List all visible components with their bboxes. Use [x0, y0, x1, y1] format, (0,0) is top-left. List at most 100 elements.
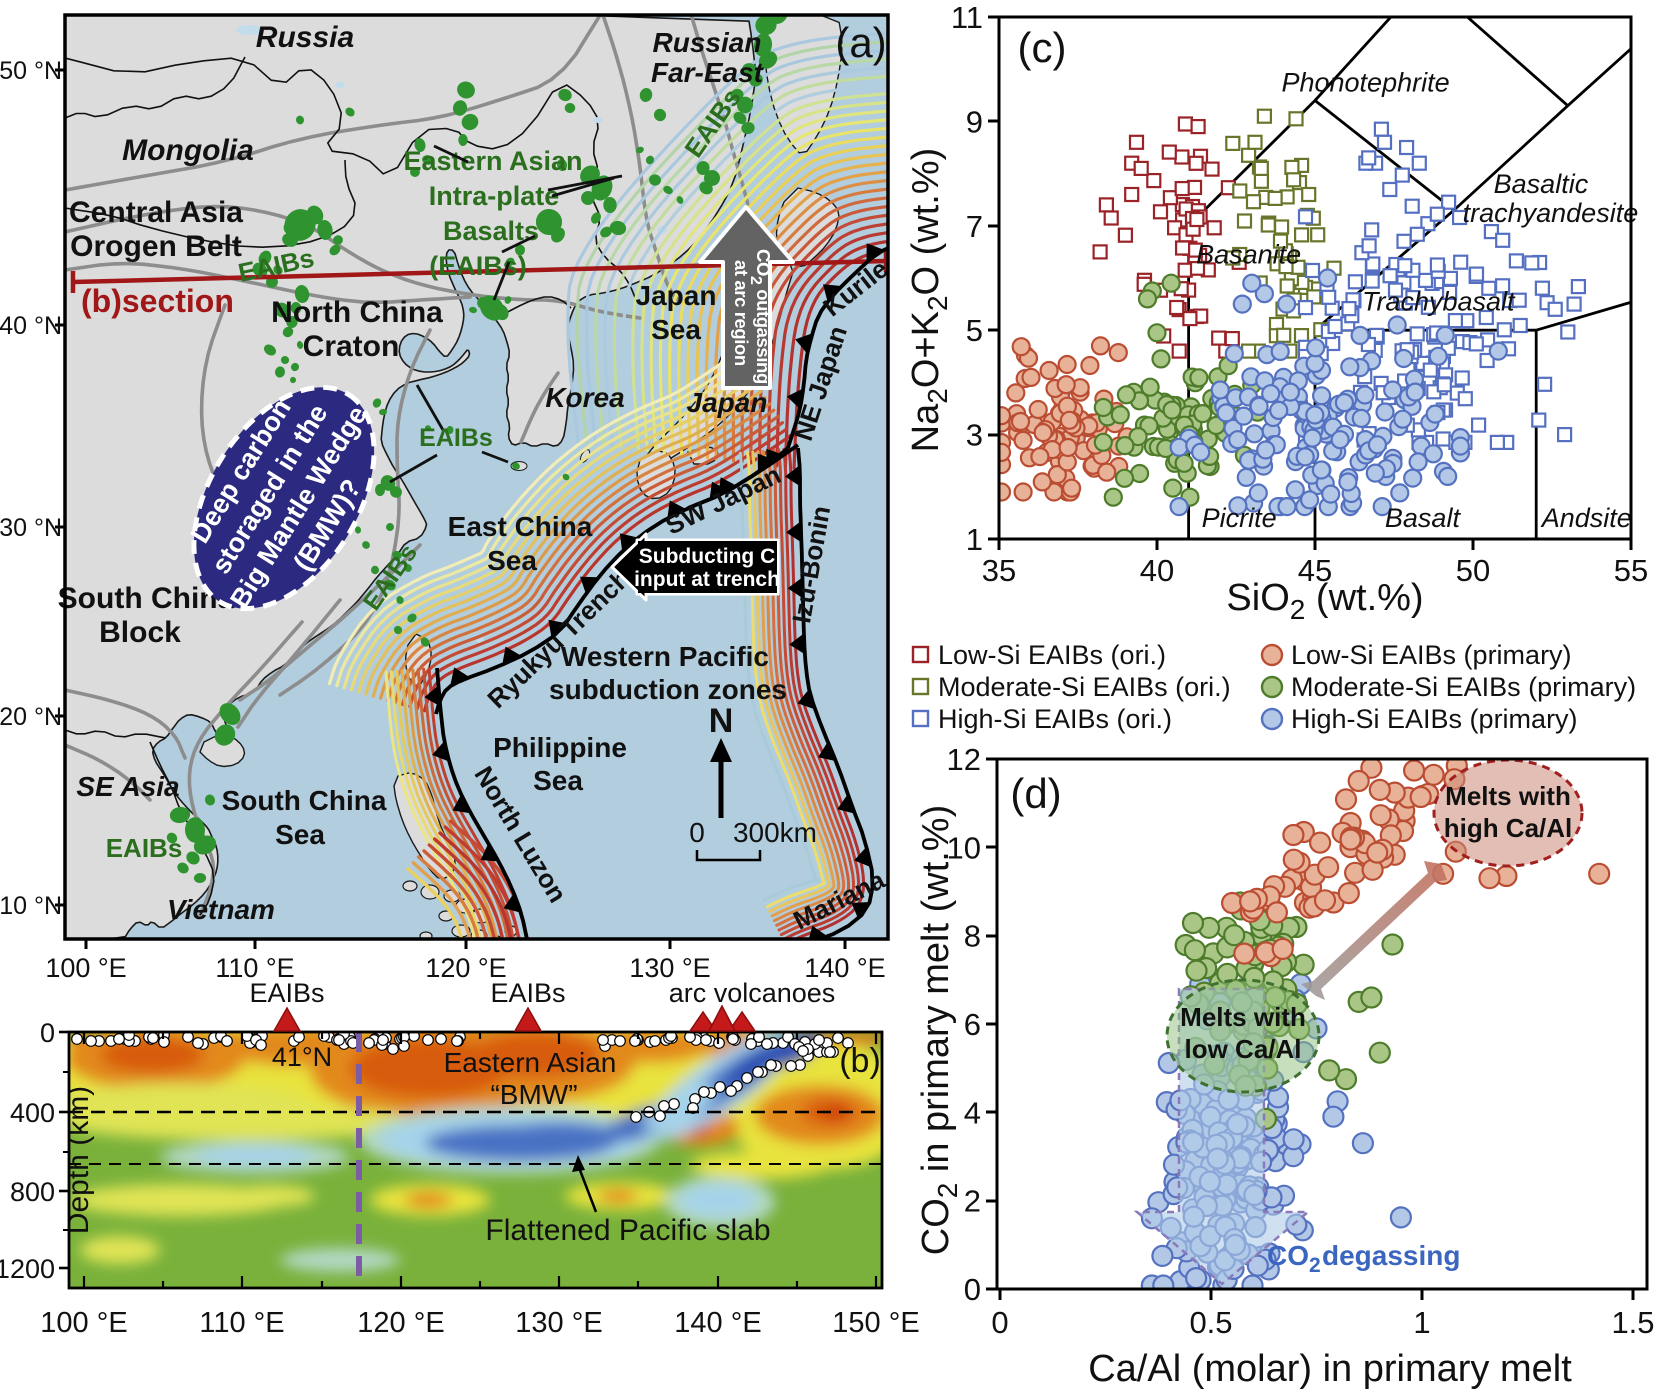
- svg-text:Phonotephrite: Phonotephrite: [1281, 67, 1449, 97]
- svg-text:100 °E: 100 °E: [45, 953, 126, 983]
- svg-text:Picrite: Picrite: [1202, 503, 1277, 533]
- svg-text:150 °E: 150 °E: [832, 1307, 919, 1339]
- svg-text:SiO2 (wt.%): SiO2 (wt.%): [1226, 577, 1423, 625]
- svg-text:Central Asia: Central Asia: [69, 196, 243, 229]
- svg-text:100 °E: 100 °E: [40, 1307, 127, 1339]
- svg-text:1.5: 1.5: [1611, 1305, 1654, 1340]
- svg-text:“BMW”: “BMW”: [490, 1079, 577, 1110]
- svg-text:1200: 1200: [0, 1254, 55, 1284]
- svg-text:1: 1: [1413, 1305, 1430, 1340]
- svg-text:(a): (a): [835, 19, 886, 66]
- svg-text:7: 7: [966, 209, 983, 244]
- svg-text:(d): (d): [1010, 770, 1061, 817]
- svg-text:6: 6: [964, 1007, 981, 1042]
- svg-text:Flattened Pacific slab: Flattened Pacific slab: [485, 1214, 770, 1247]
- svg-text:45: 45: [1298, 553, 1332, 588]
- svg-text:arc volcanoes: arc volcanoes: [669, 978, 836, 1008]
- svg-text:Japan: Japan: [636, 280, 717, 311]
- svg-text:Basanite: Basanite: [1196, 240, 1301, 270]
- svg-text:High-Si EAIBs (ori.): High-Si EAIBs (ori.): [938, 704, 1172, 734]
- svg-text:10 °N: 10 °N: [0, 892, 62, 920]
- svg-text:1: 1: [966, 522, 983, 557]
- svg-text:low Ca/Al: low Ca/Al: [1184, 1034, 1301, 1064]
- svg-text:0: 0: [964, 1272, 981, 1307]
- svg-text:0.5: 0.5: [1189, 1305, 1232, 1340]
- svg-text:Eastern Asian: Eastern Asian: [444, 1047, 617, 1078]
- svg-text:2: 2: [1309, 1254, 1321, 1277]
- svg-text:140 °E: 140 °E: [804, 953, 885, 983]
- svg-text:Low-Si EAIBs (ori.): Low-Si EAIBs (ori.): [938, 640, 1166, 670]
- svg-text:130 °E: 130 °E: [629, 953, 710, 983]
- svg-text:N: N: [709, 702, 734, 740]
- svg-text:120 °E: 120 °E: [357, 1307, 444, 1339]
- svg-text:Japan: Japan: [687, 387, 768, 418]
- svg-text:800: 800: [10, 1177, 55, 1207]
- svg-text:0: 0: [40, 1018, 55, 1048]
- svg-text:120 °E: 120 °E: [425, 953, 506, 983]
- svg-text:55: 55: [1614, 553, 1648, 588]
- svg-text:110 °E: 110 °E: [215, 953, 294, 983]
- svg-text:(EAIBs): (EAIBs): [429, 251, 527, 281]
- svg-text:Melts with: Melts with: [1445, 781, 1571, 811]
- svg-text:Low-Si EAIBs (primary): Low-Si EAIBs (primary): [1291, 640, 1572, 670]
- svg-text:input at trench: input at trench: [634, 568, 780, 591]
- svg-text:20 °N: 20 °N: [0, 703, 62, 731]
- svg-text:Vietnam: Vietnam: [167, 894, 275, 925]
- svg-text:Trachybasalt: Trachybasalt: [1362, 286, 1516, 316]
- svg-text:CO: CO: [1267, 1240, 1309, 1271]
- svg-text:EAIBs: EAIBs: [490, 978, 565, 1008]
- svg-text:Korea: Korea: [545, 382, 624, 413]
- svg-text:East China: East China: [448, 511, 593, 542]
- svg-text:Subducting C: Subducting C: [639, 545, 775, 568]
- svg-text:subduction zones: subduction zones: [549, 674, 787, 705]
- svg-text:0: 0: [991, 1305, 1008, 1340]
- svg-text:140 °E: 140 °E: [674, 1307, 761, 1339]
- svg-text:Melts with: Melts with: [1180, 1002, 1306, 1032]
- svg-text:41°N: 41°N: [272, 1042, 332, 1072]
- svg-text:Orogen Belt: Orogen Belt: [70, 230, 242, 263]
- svg-text:2: 2: [964, 1184, 981, 1219]
- svg-text:Philippine: Philippine: [493, 732, 627, 763]
- svg-text:Sea: Sea: [275, 819, 325, 850]
- svg-text:50 °N: 50 °N: [0, 57, 62, 85]
- svg-text:Block: Block: [99, 616, 181, 649]
- svg-text:Mongolia: Mongolia: [122, 134, 254, 167]
- svg-text:High-Si EAIBs (primary): High-Si EAIBs (primary): [1291, 704, 1578, 734]
- svg-text:Moderate-Si EAIBs (ori.): Moderate-Si EAIBs (ori.): [938, 672, 1231, 702]
- svg-text:Far-East: Far-East: [651, 57, 765, 88]
- svg-text:10: 10: [947, 830, 981, 865]
- svg-text:trachyandesite: trachyandesite: [1463, 198, 1639, 228]
- svg-text:EAIBs: EAIBs: [249, 978, 324, 1008]
- svg-text:40: 40: [1140, 553, 1174, 588]
- svg-text:Eastern Asian: Eastern Asian: [403, 146, 582, 176]
- svg-text:8: 8: [964, 919, 981, 954]
- svg-text:4: 4: [964, 1095, 981, 1130]
- svg-text:high Ca/Al: high Ca/Al: [1444, 813, 1573, 843]
- svg-text:(b): (b): [839, 1042, 881, 1080]
- svg-text:EAIBs: EAIBs: [419, 424, 493, 452]
- svg-text:Sea: Sea: [651, 314, 701, 345]
- svg-text:Craton: Craton: [303, 330, 400, 363]
- svg-text:North China: North China: [271, 296, 443, 329]
- svg-text:Andsite: Andsite: [1540, 503, 1632, 533]
- svg-text:300km: 300km: [733, 817, 817, 848]
- svg-text:at arc region: at arc region: [731, 260, 752, 366]
- svg-text:Basaltic: Basaltic: [1494, 169, 1589, 199]
- svg-text:12: 12: [947, 742, 981, 777]
- svg-text:Sea: Sea: [533, 765, 583, 796]
- svg-text:50: 50: [1456, 553, 1490, 588]
- svg-text:35: 35: [982, 553, 1016, 588]
- svg-text:Intra-plate: Intra-plate: [429, 181, 560, 211]
- svg-text:Basalt: Basalt: [1385, 503, 1462, 533]
- svg-text:11: 11: [951, 0, 983, 35]
- svg-text:Western Pacific: Western Pacific: [561, 641, 769, 672]
- svg-text:40 °N: 40 °N: [0, 312, 62, 340]
- svg-text:130 °E: 130 °E: [515, 1307, 602, 1339]
- svg-text:CO2 in primary melt (wt.%): CO2 in primary melt (wt.%): [915, 805, 963, 1256]
- svg-text:30 °N: 30 °N: [0, 514, 62, 542]
- svg-text:Ca/Al (molar) in primary melt: Ca/Al (molar) in primary melt: [1088, 1348, 1572, 1390]
- svg-text:400: 400: [10, 1098, 55, 1128]
- svg-text:Moderate-Si EAIBs (primary): Moderate-Si EAIBs (primary): [1291, 672, 1636, 702]
- svg-text:110 °E: 110 °E: [199, 1307, 284, 1339]
- svg-text:(b)section: (b)section: [81, 283, 234, 319]
